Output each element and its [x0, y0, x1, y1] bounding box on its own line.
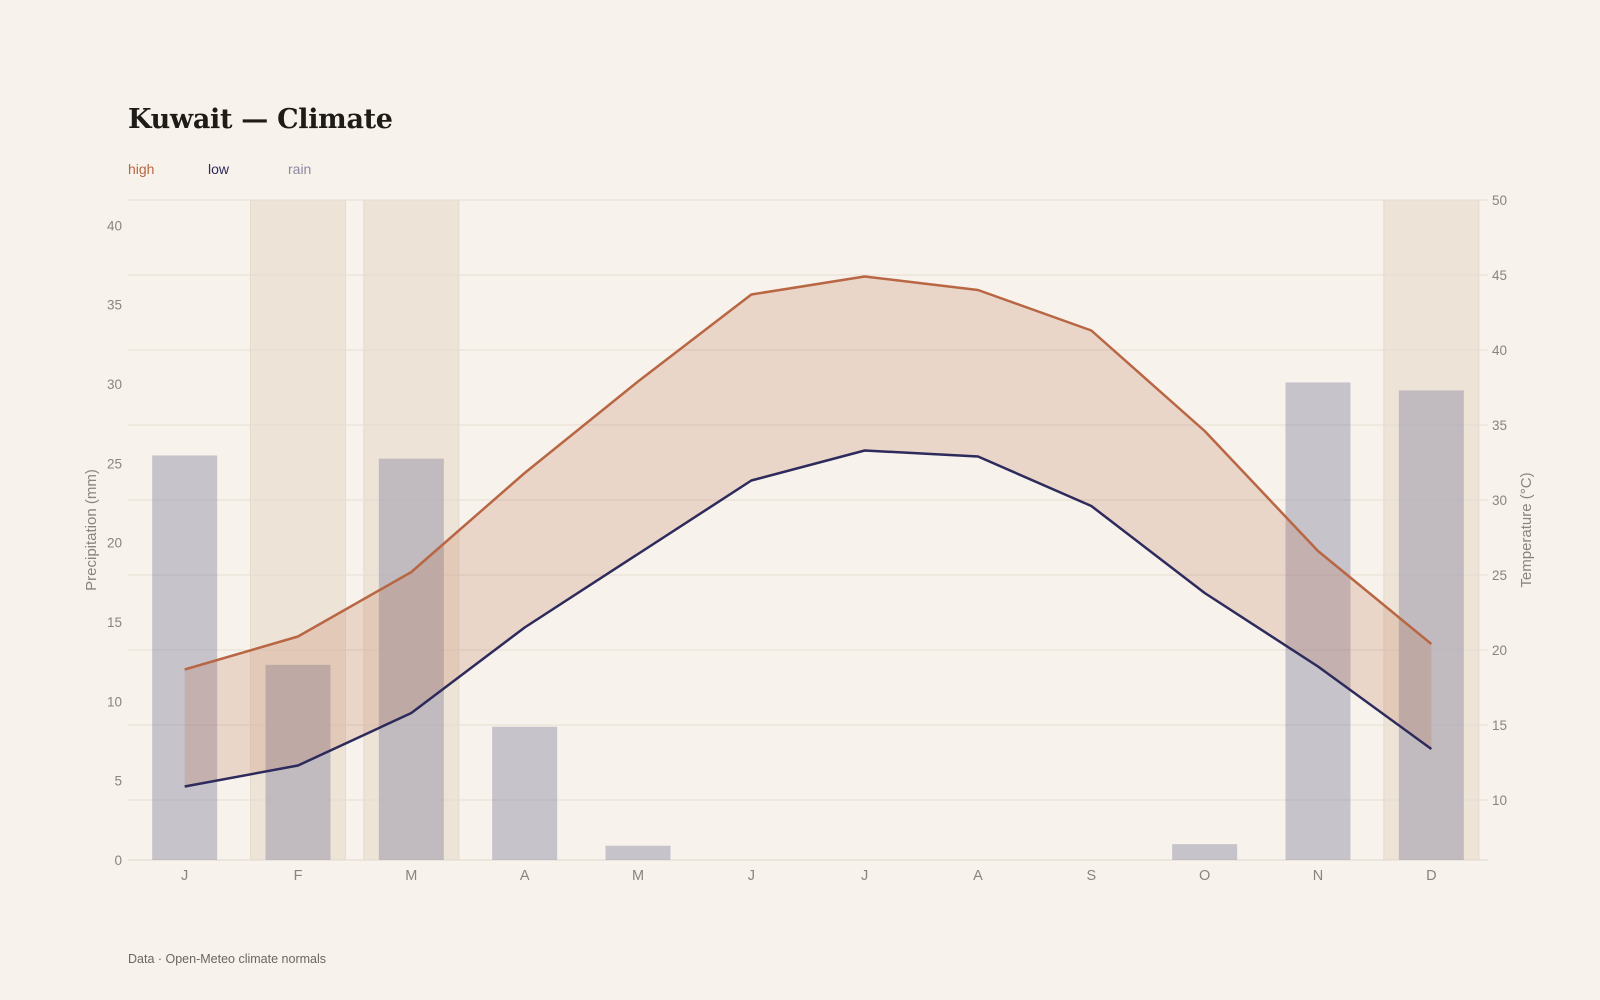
left-axis-ticks: 0 5 10 15 20 25 30 35 40 — [107, 218, 122, 868]
rain-bar-4 — [605, 845, 671, 860]
left-tick-label: 25 — [107, 456, 122, 471]
left-tick-label: 20 — [107, 536, 122, 551]
legend-item-rain: rain — [288, 161, 312, 177]
x-tick-label: F — [294, 868, 303, 884]
x-tick-label: A — [520, 868, 530, 884]
rain-bars — [152, 382, 1464, 860]
temperature-range-area — [184, 276, 1432, 787]
left-tick-label: 10 — [107, 694, 122, 709]
rain-bar-1 — [265, 664, 331, 860]
x-tick-label: S — [1086, 868, 1096, 884]
rain-bar-2 — [378, 458, 444, 860]
left-tick-label: 35 — [107, 298, 122, 313]
right-axis-ticks: 10 15 20 25 30 35 40 45 50 — [1492, 193, 1507, 808]
highlight-band-11 — [1383, 199, 1480, 861]
legend-item-low: low — [208, 161, 230, 177]
rain-bar-0 — [152, 455, 218, 860]
right-tick-label: 50 — [1492, 193, 1507, 208]
legend-item-high: high — [128, 161, 155, 177]
low-line — [184, 449, 1433, 788]
x-tick-label: O — [1199, 868, 1210, 884]
right-tick-label: 30 — [1492, 493, 1507, 508]
left-tick-label: 15 — [107, 615, 122, 630]
right-tick-label: 25 — [1492, 568, 1507, 583]
highlight-bands — [250, 199, 1480, 861]
temperature-band — [184, 276, 1432, 787]
chart-title: Kuwait — Climate — [128, 104, 393, 135]
right-tick-label: 45 — [1492, 268, 1507, 283]
right-tick-label: 10 — [1492, 793, 1507, 808]
x-tick-label: D — [1426, 868, 1436, 884]
source-note: Data · Open-Meteo climate normals — [128, 952, 326, 966]
x-tick-label: M — [405, 868, 417, 884]
left-tick-label: 5 — [114, 774, 122, 789]
highlight-band-2 — [363, 199, 460, 861]
temperature-lines — [184, 275, 1433, 788]
x-tick-label: J — [861, 868, 868, 884]
rain-bar-3 — [492, 726, 558, 860]
high-line — [184, 275, 1433, 671]
x-tick-label: M — [632, 868, 644, 884]
left-tick-label: 30 — [107, 377, 122, 392]
rain-bar-9 — [1172, 844, 1238, 860]
legend: high low rain — [128, 161, 368, 177]
right-axis-title: Temperature (°C) — [1518, 472, 1535, 587]
grid-lines — [128, 199, 1488, 861]
left-tick-label: 40 — [107, 218, 122, 233]
x-tick-label: A — [973, 868, 983, 884]
right-tick-label: 15 — [1492, 718, 1507, 733]
left-axis-title: Precipitation (mm) — [83, 469, 100, 591]
x-tick-label: J — [748, 868, 755, 884]
right-tick-label: 20 — [1492, 643, 1507, 658]
left-tick-label: 0 — [114, 853, 122, 868]
x-tick-label: N — [1313, 868, 1323, 884]
right-tick-label: 40 — [1492, 343, 1507, 358]
x-tick-label: J — [181, 868, 188, 884]
rain-bar-10 — [1285, 382, 1351, 860]
right-tick-label: 35 — [1492, 418, 1507, 433]
